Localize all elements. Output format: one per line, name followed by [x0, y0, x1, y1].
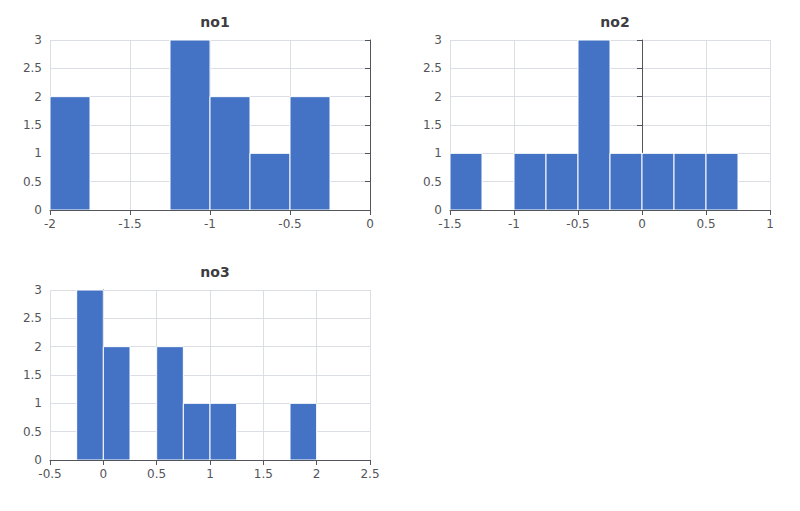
svg-text:2.5: 2.5 — [360, 467, 379, 481]
svg-text:-1: -1 — [508, 217, 520, 231]
svg-text:no3: no3 — [200, 264, 229, 280]
svg-text:0: 0 — [434, 203, 442, 217]
svg-text:-2: -2 — [44, 217, 56, 231]
svg-text:1.5: 1.5 — [254, 467, 273, 481]
svg-text:0: 0 — [34, 453, 42, 467]
svg-text:0: 0 — [100, 467, 108, 481]
svg-text:1.5: 1.5 — [23, 118, 42, 132]
svg-text:no1: no1 — [200, 14, 229, 30]
svg-text:-0.5: -0.5 — [278, 217, 301, 231]
svg-text:0.5: 0.5 — [147, 467, 166, 481]
svg-text:1.5: 1.5 — [423, 118, 442, 132]
svg-text:3: 3 — [34, 33, 42, 47]
svg-text:1: 1 — [34, 396, 42, 410]
svg-text:0.5: 0.5 — [23, 425, 42, 439]
svg-text:-0.5: -0.5 — [38, 467, 61, 481]
svg-text:1: 1 — [766, 217, 774, 231]
svg-text:2: 2 — [34, 90, 42, 104]
svg-text:2: 2 — [313, 467, 321, 481]
svg-text:2: 2 — [34, 340, 42, 354]
svg-text:2.5: 2.5 — [23, 311, 42, 325]
svg-text:0: 0 — [366, 217, 374, 231]
svg-text:2: 2 — [434, 90, 442, 104]
svg-text:2.5: 2.5 — [423, 61, 442, 75]
svg-text:3: 3 — [34, 283, 42, 297]
svg-text:0.5: 0.5 — [696, 217, 715, 231]
svg-text:1: 1 — [206, 467, 214, 481]
svg-text:-0.5: -0.5 — [566, 217, 589, 231]
svg-text:3: 3 — [434, 33, 442, 47]
svg-text:-1.5: -1.5 — [438, 217, 461, 231]
svg-text:0: 0 — [34, 203, 42, 217]
svg-text:0.5: 0.5 — [23, 175, 42, 189]
svg-text:1: 1 — [434, 146, 442, 160]
svg-text:1.5: 1.5 — [23, 368, 42, 382]
svg-text:0: 0 — [638, 217, 646, 231]
svg-text:-1: -1 — [204, 217, 216, 231]
svg-text:0.5: 0.5 — [423, 175, 442, 189]
svg-text:no2: no2 — [600, 14, 629, 30]
svg-text:-1.5: -1.5 — [118, 217, 141, 231]
svg-text:2.5: 2.5 — [23, 61, 42, 75]
svg-text:1: 1 — [34, 146, 42, 160]
